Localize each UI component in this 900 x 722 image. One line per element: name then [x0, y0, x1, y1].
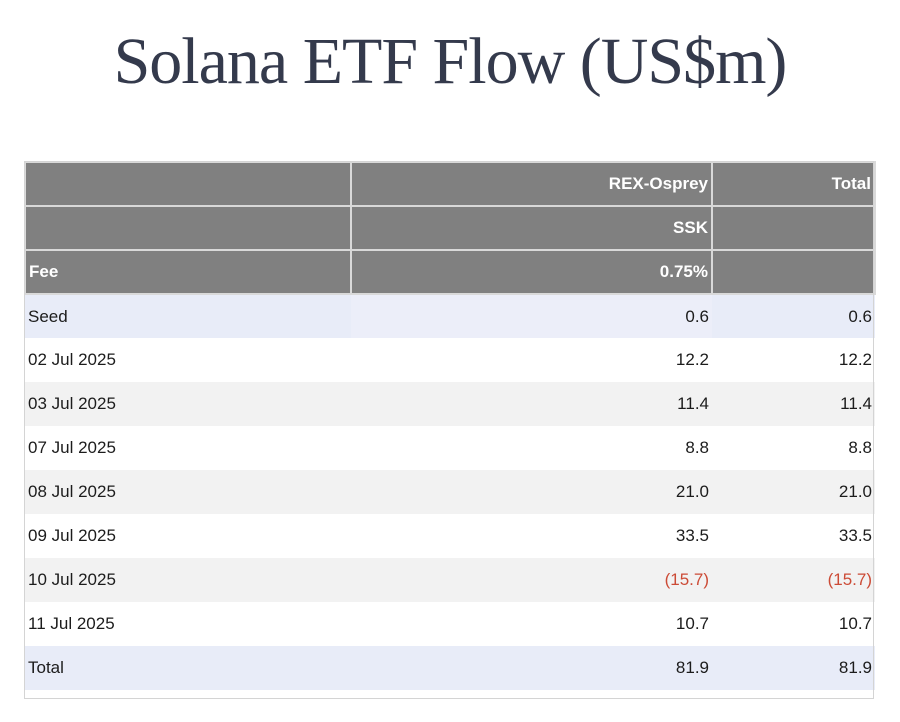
header-issuer-row: REX-Osprey Total — [24, 161, 876, 207]
row-label-cell: 09 Jul 2025 — [25, 514, 351, 558]
row-label-cell: 07 Jul 2025 — [25, 426, 351, 470]
row-ssk-cell: (15.7) — [351, 558, 712, 602]
page-title: Solana ETF Flow (US$m) — [113, 25, 788, 98]
row-ssk-cell: 21.0 — [351, 470, 712, 514]
header-cell-ticker: SSK — [350, 205, 713, 251]
row-total-cell: 81.9 — [712, 646, 875, 690]
row-label-cell: 10 Jul 2025 — [25, 558, 351, 602]
row-label-cell: 11 Jul 2025 — [25, 602, 351, 646]
table-row: Total 81.9 81.9 — [25, 646, 875, 690]
row-label-cell: Total — [25, 646, 351, 690]
header-cell — [24, 205, 352, 251]
row-total-cell: 21.0 — [712, 470, 875, 514]
row-label-cell: Seed — [25, 294, 351, 338]
row-total-cell: (15.7) — [712, 558, 875, 602]
table-row: 11 Jul 2025 10.7 10.7 — [25, 602, 875, 646]
table-row: 08 Jul 2025 21.0 21.0 — [25, 470, 875, 514]
header-fee-row: Fee 0.75% — [24, 249, 876, 295]
row-ssk-cell: 11.4 — [351, 382, 712, 426]
table-row: 10 Jul 2025 (15.7) (15.7) — [25, 558, 875, 602]
header-cell-fee-label: Fee — [24, 249, 352, 295]
row-total-cell: 33.5 — [712, 514, 875, 558]
header-cell — [711, 205, 876, 251]
row-ssk-cell: 33.5 — [351, 514, 712, 558]
header-ticker-row: SSK — [24, 205, 876, 251]
header-cell-total: Total — [711, 161, 876, 207]
row-ssk-cell: 10.7 — [351, 602, 712, 646]
header-cell-fee-value: 0.75% — [350, 249, 713, 295]
row-ssk-cell: 0.6 — [351, 294, 712, 338]
row-label-cell: 03 Jul 2025 — [25, 382, 351, 426]
row-total-cell: 0.6 — [712, 294, 875, 338]
header-cell — [24, 161, 352, 207]
row-total-cell: 12.2 — [712, 338, 875, 382]
table-row: 07 Jul 2025 8.8 8.8 — [25, 426, 875, 470]
table-row: Seed 0.6 0.6 — [25, 294, 875, 338]
flow-table-container: REX-Osprey Total SSK Fee 0.75% Seed 0.6 0.… — [24, 161, 876, 690]
row-label-cell: 02 Jul 2025 — [25, 338, 351, 382]
table-header: REX-Osprey Total SSK Fee 0.75% — [24, 161, 876, 295]
row-total-cell: 10.7 — [712, 602, 875, 646]
row-total-cell: 8.8 — [712, 426, 875, 470]
row-ssk-cell: 81.9 — [351, 646, 712, 690]
flow-table: REX-Osprey Total SSK Fee 0.75% Seed 0.6 0.… — [24, 161, 876, 690]
header-cell-issuer: REX-Osprey — [350, 161, 713, 207]
row-total-cell: 11.4 — [712, 382, 875, 426]
header-cell — [711, 249, 876, 295]
row-ssk-cell: 12.2 — [351, 338, 712, 382]
table-row: 02 Jul 2025 12.2 12.2 — [25, 338, 875, 382]
row-ssk-cell: 8.8 — [351, 426, 712, 470]
table-body: Seed 0.6 0.6 02 Jul 2025 12.2 12.2 03 Jul 2025… — [25, 294, 875, 690]
table-row: 03 Jul 2025 11.4 11.4 — [25, 382, 875, 426]
row-label-cell: 08 Jul 2025 — [25, 470, 351, 514]
table-row: 09 Jul 2025 33.5 33.5 — [25, 514, 875, 558]
